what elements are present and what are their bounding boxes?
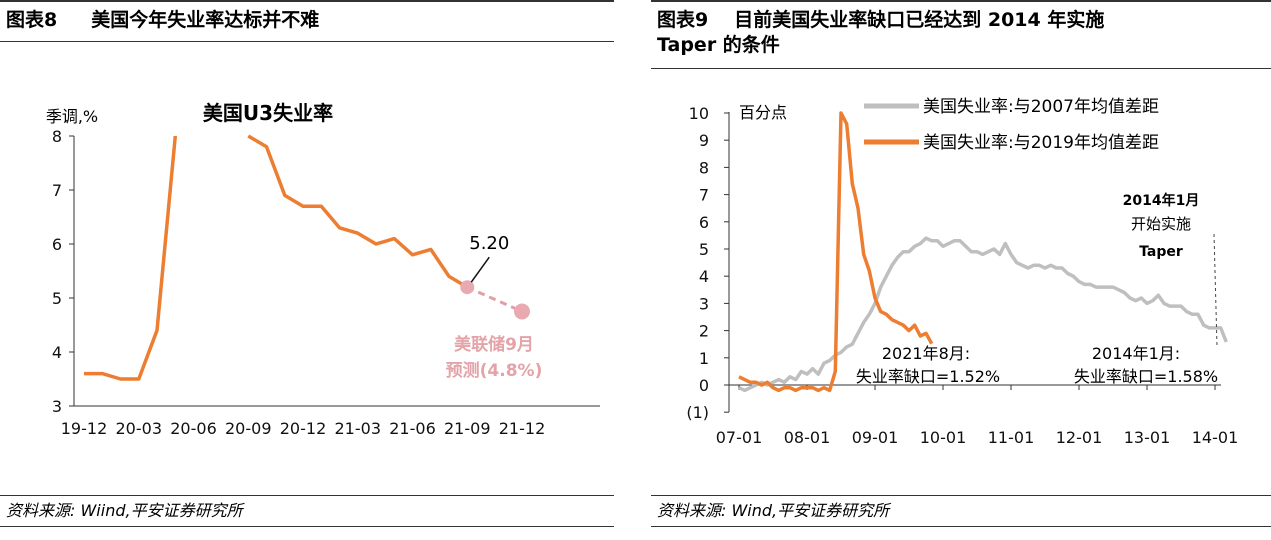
x-tick-label: 10-01 xyxy=(920,428,967,447)
x-tick-label: 09-01 xyxy=(852,428,899,447)
unemployment-chart: 美国U3失业率 季调,% 3 4 5 6 7 8 19-12 20-03 20-06 20-09… xyxy=(46,101,600,438)
x-tick-label: 11-01 xyxy=(988,428,1035,447)
x-tick-label: 13-01 xyxy=(1124,428,1171,447)
y-tick-label: 0 xyxy=(699,376,709,395)
legend-label-2019: 美国失业率:与2019年均值差距 xyxy=(923,133,1159,153)
figure-9-source: 资料来源: Wind,平安证券研究所 xyxy=(651,495,1271,527)
right-note-line2: 失业率缺口=1.58% xyxy=(1074,367,1218,386)
x-tick-label: 21-09 xyxy=(444,419,491,438)
figure-8-title-bar: 图表8 美国今年失业率达标并不难 xyxy=(0,0,614,42)
y-axis-label: 百分点 xyxy=(739,103,787,122)
y-tick-label: 8 xyxy=(699,158,709,177)
right-note-line1: 2014年1月: xyxy=(1092,344,1180,363)
left-note-line1: 2021年8月: xyxy=(882,344,970,363)
y-tick-label: 9 xyxy=(699,131,709,150)
x-tick-label: 07-01 xyxy=(716,428,763,447)
y-tick-label: 1 xyxy=(699,349,709,368)
taper-marker-line xyxy=(1213,233,1218,347)
y-tick-label: 7 xyxy=(699,186,709,205)
forecast-label-line2: 预测(4.8%) xyxy=(446,360,543,381)
figure-9-title-line1: 目前美国失业率缺口已经达到 2014 年实施 xyxy=(734,9,1105,31)
taper-note-line1: 2014年1月 xyxy=(1123,192,1200,209)
series-line-2019-gap xyxy=(738,111,934,393)
figure-9-panel: 图表9 目前美国失业率缺口已经达到 2014 年实施 Taper 的条件 百分点 … xyxy=(651,0,1271,540)
taper-note-line2: 开始实施 xyxy=(1131,215,1191,233)
x-tick-label: 12-01 xyxy=(1056,428,1103,447)
chart-title: 美国U3失业率 xyxy=(203,101,333,125)
x-tick-label: 21-03 xyxy=(335,419,382,438)
unemployment-gap-chart: 百分点 (1) 0 1 2 3 4 5 6 7 8 9 10 07-01 08-01 09-01 10-01… xyxy=(686,97,1239,447)
y-tick-label: 8 xyxy=(52,127,62,146)
x-tick-label: 14-01 xyxy=(1192,428,1239,447)
y-tick-label: 2 xyxy=(699,322,709,341)
x-tick-label: 21-12 xyxy=(499,419,546,438)
y-axis-label: 季调,% xyxy=(46,107,98,126)
y-tick-label: 3 xyxy=(52,397,62,416)
left-note-line2: 失业率缺口=1.52% xyxy=(856,367,1000,386)
series-line-2007-gap xyxy=(738,236,1228,393)
y-tick-label: 5 xyxy=(699,240,709,259)
legend: 美国失业率:与2007年均值差距 美国失业率:与2019年均值差距 xyxy=(864,97,1159,153)
y-tick-label: 6 xyxy=(699,213,709,232)
x-tick-label: 20-06 xyxy=(170,419,217,438)
value-callout-line xyxy=(470,256,490,283)
y-tick-label: 6 xyxy=(52,235,62,254)
y-tick-label: 3 xyxy=(699,294,709,313)
x-tick-label: 20-09 xyxy=(225,419,272,438)
x-tick-label: 20-03 xyxy=(116,419,163,438)
y-tick-label: 5 xyxy=(52,289,62,308)
forecast-value-marker xyxy=(514,303,530,320)
x-tick-label: 19-12 xyxy=(61,419,108,438)
figure-9-title-bar: 图表9 目前美国失业率缺口已经达到 2014 年实施 Taper 的条件 xyxy=(651,0,1271,69)
y-tick-label: 7 xyxy=(52,181,62,200)
y-tick-label: 4 xyxy=(699,267,709,286)
figure-8-source: 资料来源: Wiind,平安证券研究所 xyxy=(0,495,614,527)
y-tick-label: 4 xyxy=(52,343,62,362)
series-line-u3 xyxy=(84,134,469,381)
taper-note-line3: Taper xyxy=(1139,244,1183,260)
y-tick-label: (1) xyxy=(686,403,709,422)
figure-8-number: 图表8 xyxy=(6,9,58,31)
figure-9-title-line2: Taper 的条件 xyxy=(657,34,780,56)
y-tick-label: 10 xyxy=(689,104,709,123)
figure-8-panel: 图表8 美国今年失业率达标并不难 美国U3失业率 季调,% 3 4 5 6 7 8 19-1… xyxy=(0,0,614,540)
value-label: 5.20 xyxy=(469,233,509,254)
series-line-forecast xyxy=(466,285,523,313)
x-tick-label: 08-01 xyxy=(784,428,831,447)
x-tick-label: 20-12 xyxy=(280,419,327,438)
figure-9-number: 图表9 xyxy=(657,9,709,31)
x-tick-label: 21-06 xyxy=(389,419,436,438)
forecast-label-line1: 美联储9月 xyxy=(454,334,534,355)
legend-label-2007: 美国失业率:与2007年均值差距 xyxy=(923,97,1159,117)
figure-8-title: 美国今年失业率达标并不难 xyxy=(91,9,320,31)
current-value-marker xyxy=(460,280,475,295)
